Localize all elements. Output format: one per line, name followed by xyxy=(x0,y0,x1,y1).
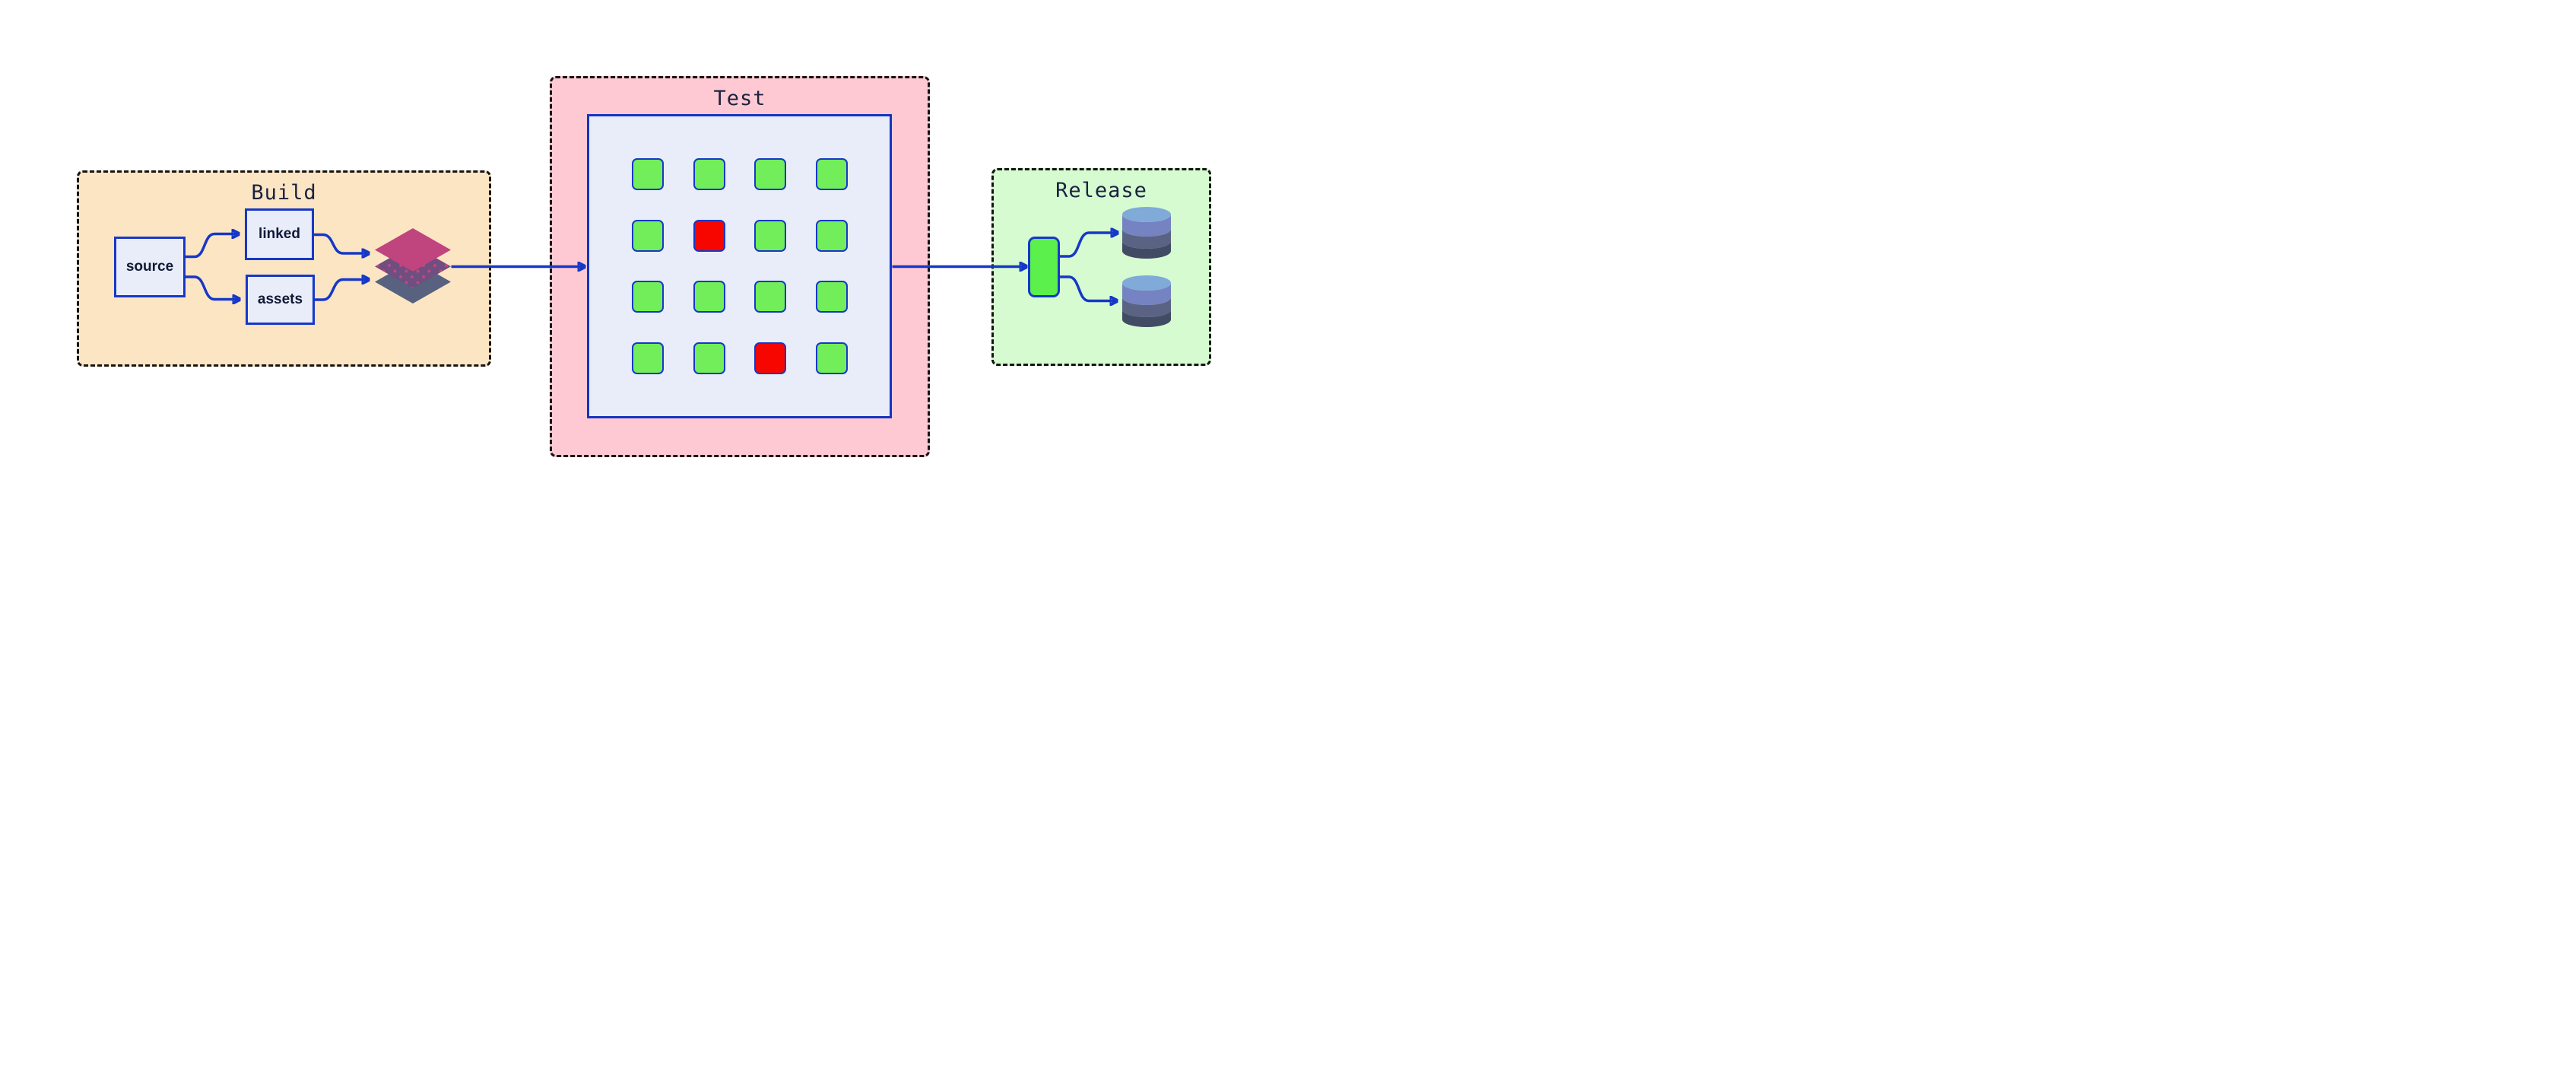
test-board xyxy=(587,114,892,418)
stage-release: Release xyxy=(991,168,1211,366)
build-title: Build xyxy=(251,181,317,205)
database-icon xyxy=(1122,275,1171,327)
test-cell-pass xyxy=(632,158,664,190)
release-title: Release xyxy=(1055,179,1147,202)
linked-node-label: linked xyxy=(259,226,300,242)
test-cell-pass xyxy=(693,158,725,190)
test-cell-pass xyxy=(815,219,848,252)
test-cell-pass xyxy=(754,281,786,313)
pipeline-diagram: Build source linked assets Test Release xyxy=(0,0,1288,534)
database-icon xyxy=(1122,207,1171,259)
test-cell-pass xyxy=(754,158,786,190)
assets-node: assets xyxy=(246,275,315,325)
layer-stack-icon xyxy=(375,228,451,304)
test-cell-pass xyxy=(693,342,725,374)
assets-node-label: assets xyxy=(257,291,303,307)
test-cell-pass xyxy=(815,158,848,190)
deploy-node xyxy=(1028,237,1060,297)
test-title: Test xyxy=(713,87,766,110)
test-cell-pass xyxy=(632,281,664,313)
test-cell-pass xyxy=(632,219,664,252)
source-node: source xyxy=(114,237,186,297)
test-cell-pass xyxy=(693,281,725,313)
linked-node: linked xyxy=(245,208,314,260)
test-cell-pass xyxy=(754,219,786,252)
test-cell-pass xyxy=(815,281,848,313)
test-cell-fail xyxy=(754,342,786,374)
test-cell-pass xyxy=(815,342,848,374)
test-cell-fail xyxy=(693,219,725,252)
source-node-label: source xyxy=(125,259,174,275)
test-cell-pass xyxy=(632,342,664,374)
